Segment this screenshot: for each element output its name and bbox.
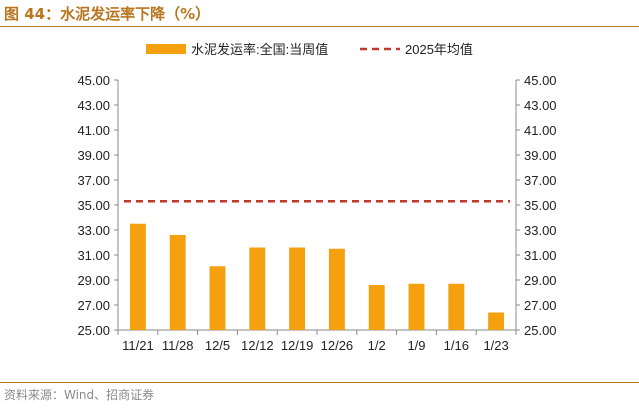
x-tick-label: 11/21 (122, 338, 154, 353)
source-divider (0, 382, 639, 383)
bar (169, 235, 186, 330)
bar (488, 312, 505, 330)
x-tick-label: 11/28 (162, 338, 194, 353)
x-tick-label: 12/26 (321, 338, 354, 353)
y-tick-label-left: 31.00 (77, 248, 110, 263)
y-tick-label-right: 31.00 (524, 248, 557, 263)
legend-line-label: 2025年均值 (405, 42, 473, 57)
y-tick-label-right: 29.00 (524, 273, 557, 288)
y-tick-label-left: 41.00 (77, 123, 110, 138)
bar (408, 283, 425, 330)
x-tick-label: 1/16 (444, 338, 469, 353)
figure-title: 图 44：水泥发运率下降（%） (4, 5, 211, 23)
y-tick-label-right: 35.00 (524, 198, 557, 213)
y-tick-label-right: 43.00 (524, 98, 557, 113)
bar (209, 266, 226, 330)
y-tick-label-left: 27.00 (77, 298, 110, 313)
y-tick-label-left: 43.00 (77, 98, 110, 113)
y-tick-label-left: 29.00 (77, 273, 110, 288)
legend-bar-swatch (146, 44, 186, 54)
bar (328, 248, 345, 330)
y-tick-label-right: 27.00 (524, 298, 557, 313)
y-tick-label-left: 39.00 (77, 148, 110, 163)
source-note: 资料来源：Wind、招商证券 (4, 388, 155, 402)
y-tick-label-right: 25.00 (524, 323, 557, 338)
x-tick-label: 12/12 (241, 338, 274, 353)
x-tick-label: 1/23 (483, 338, 508, 353)
figure-header: 图 44：水泥发运率下降（%） (0, 0, 639, 27)
y-tick-label-right: 45.00 (524, 73, 557, 88)
legend-bar-label: 水泥发运率:全国:当周值 (191, 42, 328, 57)
title-divider (0, 26, 639, 27)
y-tick-label-left: 37.00 (77, 173, 110, 188)
x-tick-label: 12/19 (281, 338, 314, 353)
y-tick-label-left: 25.00 (77, 323, 110, 338)
bar (448, 283, 465, 330)
legend: 水泥发运率:全国:当周值 2025年均值 (146, 42, 473, 57)
x-tick-label: 12/5 (205, 338, 230, 353)
bar (289, 247, 306, 330)
axes: 45.00 45.00 43.00 43.00 41.00 41.00 39.00 39.00… (77, 73, 556, 353)
bars (129, 223, 505, 330)
bar (368, 285, 385, 330)
y-tick-label-left: 33.00 (77, 223, 110, 238)
bar (249, 247, 266, 330)
y-tick-label-right: 41.00 (524, 123, 557, 138)
x-tick-label: 1/9 (407, 338, 425, 353)
y-tick-label-right: 33.00 (524, 223, 557, 238)
y-tick-label-left: 35.00 (77, 198, 110, 213)
y-tick-label-right: 37.00 (524, 173, 557, 188)
y-tick-label-right: 39.00 (524, 148, 557, 163)
bar (129, 223, 146, 330)
x-tick-label: 1/2 (368, 338, 386, 353)
y-tick-label-left: 45.00 (77, 73, 110, 88)
